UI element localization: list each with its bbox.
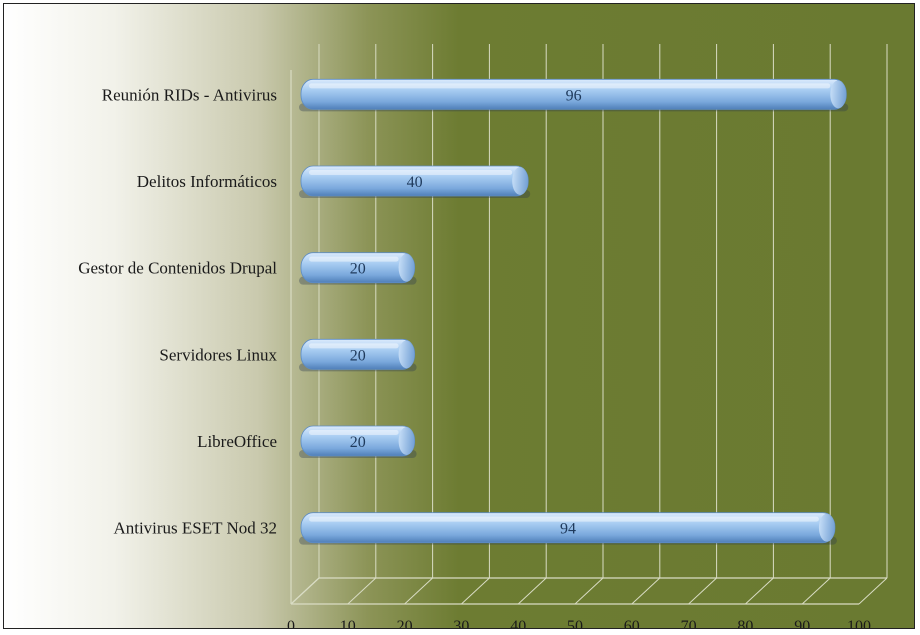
bar-value-label: 40 [407,174,423,191]
bar-layer [299,78,849,545]
bar [299,425,417,458]
bar [299,252,417,285]
x-tick-label: 100 [847,618,871,629]
floor-gridline [461,577,490,605]
category-label: Gestor de Contenidos Drupal [78,259,277,278]
x-tick-label: 0 [287,618,295,629]
x-tick-label: 20 [397,618,413,629]
floor-gridline [517,577,547,605]
bar [299,165,531,198]
x-tick-label: 60 [624,618,640,629]
bar-value-label: 20 [350,434,366,451]
floor-gridline [404,577,433,605]
x-tick-label: 40 [510,618,526,629]
floor-gridline [801,577,831,605]
bar [299,512,837,545]
floor-gridline [631,577,661,605]
x-tick-label: 50 [567,618,583,629]
bar-chart: 0 10 20 30 40 50 60 70 80 90 100 96 Reunión RIDs - A… [78,44,888,629]
bar-value-label: 20 [350,347,366,364]
bar [299,338,417,372]
category-label: Reunión RIDs - Antivirus [102,85,277,104]
category-label: Antivirus ESET Nod 32 [113,519,277,538]
floor-gridline [745,577,774,605]
grid-layer [290,44,888,605]
chart-frame: 0 10 20 30 40 50 60 70 80 90 100 96 Reunión RIDs - A… [3,3,915,629]
axis-layer [290,70,887,605]
x-tick-label: 90 [794,618,810,629]
label-layer: 0 10 20 30 40 50 60 70 80 90 100 96 Reunión RIDs - A… [78,85,871,629]
category-label: Servidores Linux [159,345,277,364]
floor-gridline [858,577,888,605]
floor-gridline [688,577,717,605]
x-tick-label: 80 [737,618,753,629]
category-label: Delitos Informáticos [137,172,277,191]
bar [299,78,849,112]
x-tick-label: 10 [340,618,356,629]
x-tick-label: 70 [681,618,697,629]
bar-value-label: 96 [566,87,582,104]
floor-gridline [574,577,604,605]
floor-gridline [347,577,377,605]
x-tick-label: 30 [453,618,469,629]
category-label: LibreOffice [197,432,277,451]
axis-line [290,577,320,605]
bar-value-label: 20 [350,261,366,278]
bar-value-label: 94 [560,521,576,538]
